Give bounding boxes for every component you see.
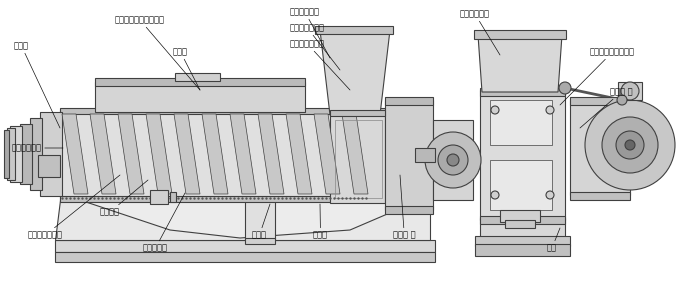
- Circle shape: [585, 100, 675, 190]
- Polygon shape: [342, 114, 368, 194]
- Bar: [415, 148, 435, 162]
- Bar: [480, 218, 565, 238]
- Polygon shape: [320, 30, 390, 115]
- Bar: [335, 120, 382, 198]
- Polygon shape: [478, 35, 562, 92]
- Circle shape: [491, 106, 499, 114]
- Circle shape: [425, 132, 481, 188]
- Text: 圧縮スクリュー: 圧縮スクリュー: [28, 175, 120, 239]
- Circle shape: [559, 82, 571, 94]
- Polygon shape: [286, 114, 312, 194]
- Polygon shape: [55, 200, 430, 240]
- Bar: [330, 110, 385, 116]
- Bar: [570, 97, 630, 105]
- Bar: [20, 124, 32, 184]
- Circle shape: [621, 82, 639, 100]
- Bar: [570, 192, 630, 200]
- Bar: [38, 155, 60, 177]
- Polygon shape: [258, 114, 284, 194]
- Circle shape: [438, 145, 468, 175]
- Bar: [385, 206, 433, 214]
- Text: 圧縮室: 圧縮室: [173, 47, 200, 90]
- Circle shape: [546, 106, 554, 114]
- Polygon shape: [230, 114, 256, 194]
- Bar: [245, 238, 275, 244]
- Polygon shape: [202, 114, 228, 194]
- Bar: [30, 118, 42, 190]
- Polygon shape: [90, 114, 116, 194]
- Text: 無端透線: 無端透線: [100, 180, 148, 217]
- Bar: [150, 190, 168, 204]
- Bar: [40, 112, 62, 196]
- Bar: [60, 196, 415, 202]
- Bar: [330, 113, 385, 203]
- Circle shape: [625, 140, 635, 150]
- Text: 移送スクリュー: 移送スクリュー: [290, 23, 340, 70]
- Bar: [175, 73, 220, 81]
- Circle shape: [602, 117, 658, 173]
- Circle shape: [616, 131, 644, 159]
- Bar: [385, 100, 433, 210]
- Bar: [490, 100, 552, 145]
- Bar: [490, 160, 552, 210]
- Text: 排水管: 排水管: [252, 204, 270, 239]
- Bar: [60, 108, 415, 114]
- Text: 集水槽: 集水槽: [313, 204, 328, 239]
- Circle shape: [491, 191, 499, 199]
- Circle shape: [546, 191, 554, 199]
- Bar: [480, 216, 565, 224]
- Text: 電動機 Ⓑ: 電動機 Ⓑ: [580, 87, 633, 128]
- Polygon shape: [118, 114, 144, 194]
- Text: 搾取チップ振動バー: 搾取チップ振動バー: [560, 47, 635, 105]
- Text: モーターカバー: モーターカバー: [290, 39, 350, 90]
- Bar: [95, 82, 305, 112]
- Bar: [500, 210, 540, 222]
- Text: 脱水残渣出口: 脱水残渣出口: [12, 144, 63, 153]
- Bar: [618, 82, 642, 100]
- Bar: [10, 126, 22, 182]
- Bar: [315, 26, 393, 34]
- Bar: [474, 30, 566, 39]
- Bar: [95, 78, 305, 86]
- Bar: [4, 130, 9, 178]
- Bar: [475, 244, 570, 256]
- Bar: [55, 252, 435, 262]
- Text: 搾取チップ: 搾取チップ: [143, 193, 185, 252]
- Text: ワンタッチ開閉点検口: ワンタッチ開閉点検口: [115, 16, 200, 90]
- Polygon shape: [146, 114, 172, 194]
- Text: 投入ホッパー: 投入ホッパー: [460, 10, 500, 55]
- Bar: [480, 90, 565, 220]
- Bar: [475, 236, 570, 246]
- Bar: [505, 220, 535, 228]
- Bar: [385, 97, 433, 105]
- Polygon shape: [314, 114, 340, 194]
- Circle shape: [617, 95, 627, 105]
- Circle shape: [447, 154, 459, 166]
- Bar: [433, 120, 473, 200]
- Bar: [170, 192, 176, 202]
- Text: 背圧板: 背圧板: [14, 41, 60, 128]
- Polygon shape: [80, 200, 420, 238]
- Bar: [570, 100, 630, 195]
- Bar: [245, 200, 275, 240]
- Polygon shape: [174, 114, 200, 194]
- Bar: [480, 88, 565, 96]
- Polygon shape: [62, 114, 88, 194]
- Text: 電動機 Ⓐ: 電動機 Ⓐ: [393, 175, 416, 239]
- Text: 投入ホッパー: 投入ホッパー: [290, 8, 330, 58]
- Bar: [60, 110, 415, 200]
- Text: 架台: 架台: [547, 228, 560, 252]
- Bar: [55, 240, 435, 252]
- Bar: [7, 128, 15, 180]
